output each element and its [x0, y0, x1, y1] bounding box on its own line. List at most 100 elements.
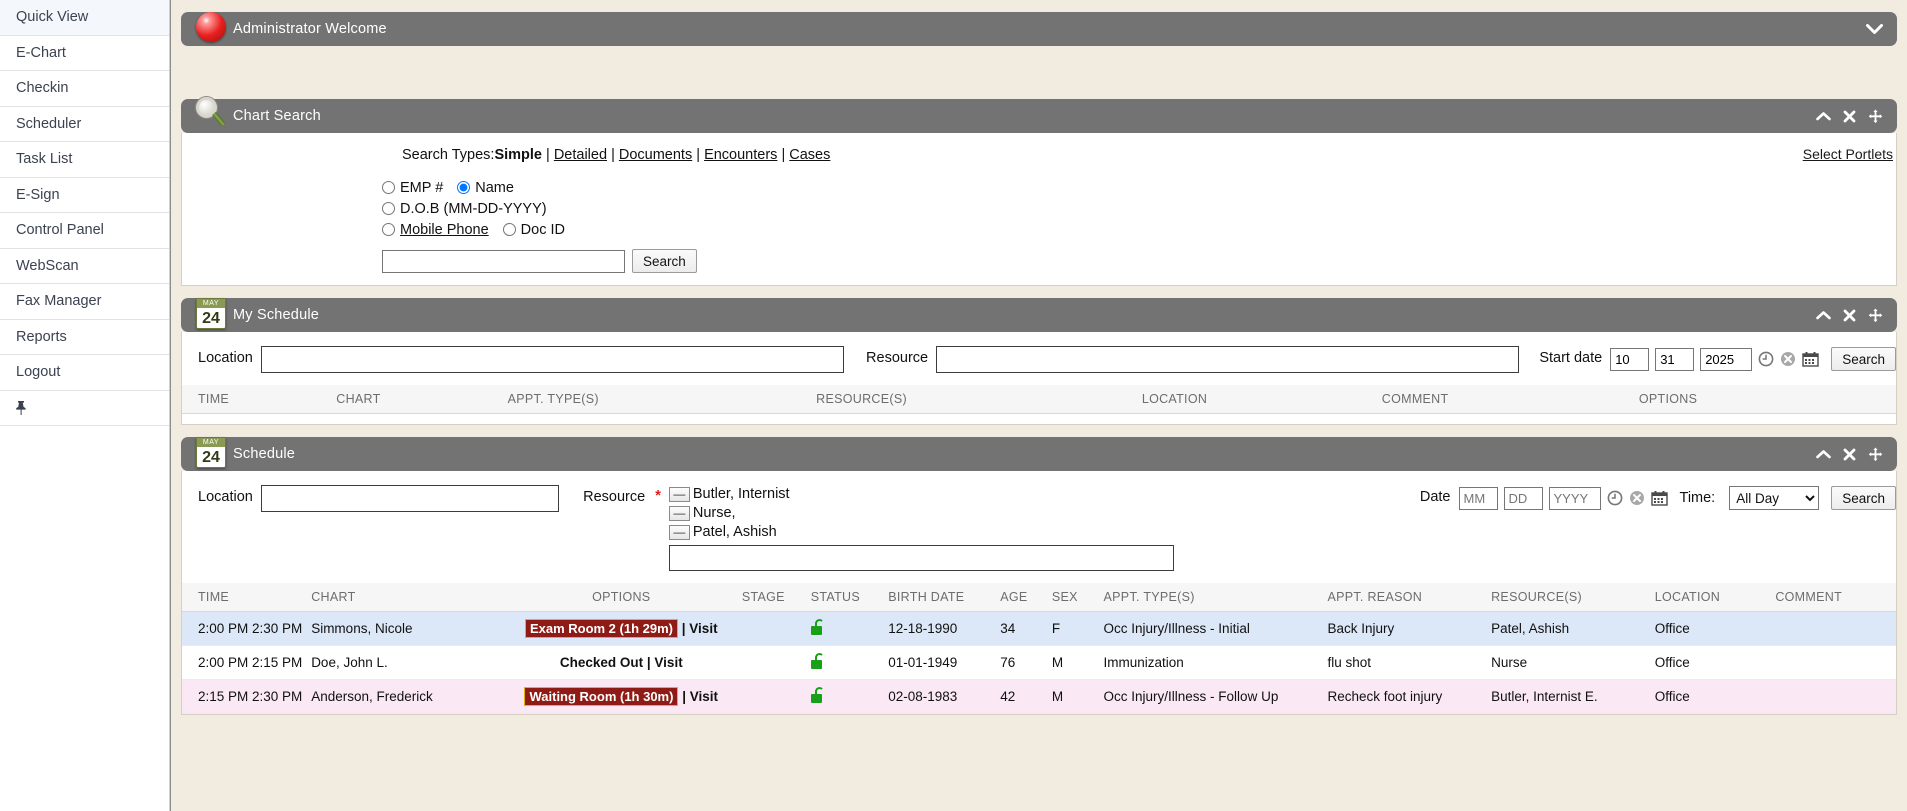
chart-search-header: Chart Search	[181, 97, 1897, 133]
option-separator: |	[681, 621, 686, 636]
search-type-simple[interactable]: Simple	[494, 147, 542, 163]
search-type-encounters[interactable]: Encounters	[704, 147, 778, 163]
room-status-tag[interactable]: Exam Room 2 (1h 29m)	[524, 619, 678, 638]
sidebar-item-fax-manager[interactable]: Fax Manager	[0, 284, 169, 320]
sidebar-item-webscan[interactable]: WebScan	[0, 249, 169, 284]
radio-name-input[interactable]	[457, 181, 471, 194]
resource-label: Patel, Ashish	[692, 524, 777, 540]
clear-circle-icon[interactable]	[1629, 490, 1645, 506]
my-schedule-search-button[interactable]: Search	[1831, 347, 1896, 371]
remove-resource-button[interactable]: —	[668, 505, 690, 521]
sidebar-item-scheduler[interactable]: Scheduler	[0, 107, 169, 142]
visit-link[interactable]: Visit	[689, 621, 718, 636]
sidebar-item-task-list[interactable]: Task List	[0, 142, 169, 178]
radio-name[interactable]: Name	[457, 180, 514, 196]
move-icon[interactable]	[1868, 447, 1883, 462]
magnifier-icon	[191, 94, 231, 134]
sidebar-item-control-panel[interactable]: Control Panel	[0, 213, 169, 249]
my-schedule-location-input[interactable]	[260, 346, 845, 373]
clock-icon[interactable]	[1758, 351, 1774, 367]
search-types-row: Search Types:Simple | Detailed | Documen…	[402, 147, 1896, 163]
cell-time: 2:00 PM 2:15 PM	[182, 645, 312, 680]
radio-doc-id-input[interactable]	[502, 223, 516, 236]
table-row[interactable]: 2:00 PM 2:15 PM Doe, John L. Checked Out |…	[182, 645, 1896, 680]
separator: |	[696, 147, 701, 163]
remove-resource-button[interactable]: —	[668, 486, 690, 502]
cell-birth-date: 12-18-1990	[888, 611, 1001, 646]
close-icon[interactable]	[1843, 448, 1856, 461]
sidebar-item-quick-view[interactable]: Quick View	[0, 0, 169, 36]
search-type-documents[interactable]: Documents	[618, 147, 693, 163]
schedule-search-button[interactable]: Search	[1831, 486, 1896, 510]
chevron-up-icon[interactable]	[1816, 111, 1831, 122]
calendar-icon-day: 24	[202, 448, 220, 466]
clock-icon[interactable]	[1607, 490, 1623, 506]
calendar-picker-icon[interactable]	[1802, 351, 1819, 367]
chevron-up-icon[interactable]	[1816, 449, 1831, 460]
radio-emp-number-input[interactable]	[382, 181, 395, 194]
column-resources: RESOURCE(S)	[1491, 583, 1655, 612]
schedule-resource-input[interactable]	[668, 545, 1174, 571]
cell-status[interactable]	[810, 679, 889, 714]
cell-options: Exam Room 2 (1h 29m) | Visit	[500, 611, 742, 646]
my-schedule-resource-input[interactable]	[936, 346, 1520, 373]
cell-location: Office	[1654, 679, 1776, 714]
chart-search-button[interactable]: Search	[632, 249, 697, 273]
chart-search-input[interactable]	[382, 249, 625, 273]
schedule-day-input[interactable]	[1503, 486, 1543, 510]
table-row[interactable]: 2:15 PM 2:30 PM Anderson, Frederick Waitin…	[182, 679, 1896, 714]
welcome-portlet-title: Administrator Welcome	[233, 21, 387, 37]
chevron-up-icon[interactable]	[1816, 310, 1831, 321]
sidebar-item-e-chart[interactable]: E-Chart	[0, 36, 169, 71]
cell-chart[interactable]: Doe, John L.	[311, 645, 501, 680]
select-portlets-link[interactable]: Select Portlets	[1802, 146, 1893, 162]
search-type-cases[interactable]: Cases	[789, 147, 831, 163]
radio-mobile-phone[interactable]: Mobile Phone	[382, 222, 489, 238]
cell-status[interactable]	[810, 645, 889, 680]
radio-doc-id[interactable]: Doc ID	[502, 222, 565, 238]
chevron-down-icon[interactable]	[1866, 23, 1883, 35]
sidebar-item-reports[interactable]: Reports	[0, 320, 169, 355]
required-asterisk: *	[655, 488, 661, 504]
schedule-year-input[interactable]	[1548, 486, 1601, 510]
move-icon[interactable]	[1868, 109, 1883, 124]
my-schedule-start-month-input[interactable]	[1610, 347, 1650, 371]
schedule-location-input[interactable]	[260, 485, 560, 512]
radio-dob[interactable]: D.O.B (MM-DD-YYYY)	[382, 201, 547, 217]
my-schedule-start-day-input[interactable]	[1655, 347, 1695, 371]
sidebar-item-e-sign[interactable]: E-Sign	[0, 178, 169, 213]
column-appt-types: APPT. TYPE(S)	[1103, 583, 1328, 612]
main-content: Administrator Welcome Select Portlets Ch…	[170, 0, 1907, 811]
sidebar-item-logout[interactable]: Logout	[0, 355, 169, 391]
search-type-detailed[interactable]: Detailed	[553, 147, 608, 163]
room-status-tag[interactable]: Waiting Room (1h 30m)	[524, 687, 679, 706]
calendar-picker-icon[interactable]	[1650, 490, 1668, 506]
my-schedule-start-year-input[interactable]	[1700, 347, 1753, 371]
radio-mobile-phone-input[interactable]	[382, 223, 395, 236]
close-icon[interactable]	[1843, 110, 1856, 123]
clear-circle-icon[interactable]	[1780, 351, 1796, 367]
cell-appt-reason: flu shot	[1327, 645, 1492, 680]
sidebar-pin-toggle[interactable]	[0, 391, 169, 426]
search-criteria-radios: EMP # Name D.O.B (MM-DD-YYYY)	[382, 177, 1896, 240]
schedule-time-select[interactable]: All Day AM PM	[1729, 486, 1820, 510]
radio-dob-input[interactable]	[382, 202, 395, 215]
move-icon[interactable]	[1868, 308, 1883, 323]
cell-status[interactable]	[810, 611, 889, 646]
calendar-icon-month: MAY	[197, 437, 225, 447]
radio-emp-number[interactable]: EMP #	[382, 180, 443, 196]
visit-link[interactable]: Visit	[689, 689, 719, 704]
close-icon[interactable]	[1843, 309, 1856, 322]
cell-chart[interactable]: Anderson, Frederick	[311, 679, 501, 714]
column-comment: COMMENT	[1381, 385, 1639, 414]
sidebar-item-label: Scheduler	[16, 115, 82, 132]
schedule-month-input[interactable]	[1458, 486, 1498, 510]
table-row[interactable]: 2:00 PM 2:30 PM Simmons, Nicole Exam Room …	[182, 611, 1896, 646]
schedule-time-label: Time:	[1679, 490, 1716, 506]
visit-link[interactable]: Visit	[654, 655, 683, 670]
cell-chart[interactable]: Simmons, Nicole	[311, 611, 501, 646]
radio-mobile-phone-label: Mobile Phone	[400, 221, 489, 238]
sidebar-item-checkin[interactable]: Checkin	[0, 71, 169, 107]
remove-resource-button[interactable]: —	[668, 524, 690, 540]
separator: |	[781, 147, 786, 163]
